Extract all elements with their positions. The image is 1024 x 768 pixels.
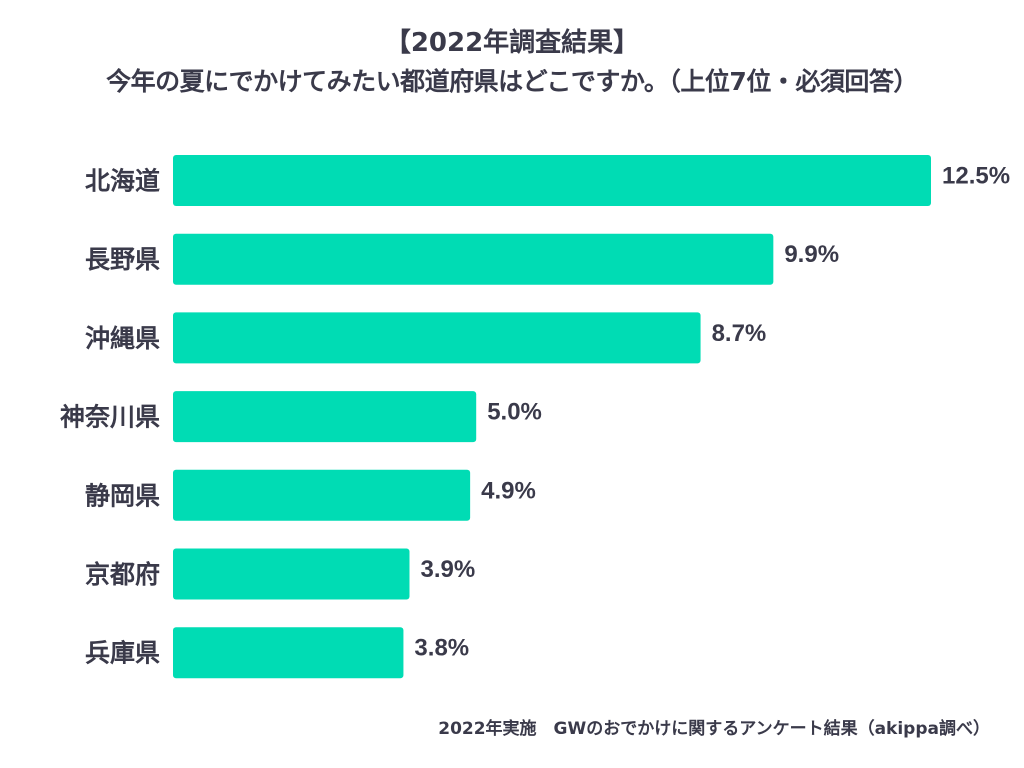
category-label-1: 北海道 bbox=[85, 167, 160, 196]
category-label-3: 沖縄県 bbox=[85, 324, 160, 353]
bar-2 bbox=[173, 233, 774, 285]
bar-4 bbox=[173, 391, 477, 443]
bar-3 bbox=[173, 312, 701, 364]
value-label-5: 4.9% bbox=[481, 477, 536, 504]
bar-5 bbox=[173, 469, 471, 521]
category-label-7: 兵庫県 bbox=[85, 639, 160, 668]
value-label-4: 5.0% bbox=[487, 399, 542, 426]
category-label-4: 神奈川県 bbox=[60, 403, 160, 432]
bar-1 bbox=[173, 155, 931, 206]
bar-7 bbox=[173, 627, 404, 679]
category-label-6: 京都府 bbox=[85, 560, 160, 589]
value-label-7: 3.8% bbox=[414, 635, 469, 662]
value-label-6: 3.9% bbox=[420, 556, 475, 583]
category-label-5: 静岡県 bbox=[85, 481, 160, 510]
value-label-3: 8.7% bbox=[712, 320, 767, 347]
category-label-2: 長野県 bbox=[85, 245, 160, 274]
source-footnote: 2022年実施 GWのおでかけに関するアンケート結果（akippa調べ） bbox=[438, 719, 990, 739]
chart-subtitle: 今年の夏にでかけてみたい都道府県はどこですか。（上位7位・必須回答） bbox=[106, 67, 918, 96]
bar-6 bbox=[173, 548, 410, 600]
value-label-2: 9.9% bbox=[784, 241, 839, 268]
chart-title: 【2022年調査結果】 bbox=[384, 28, 640, 58]
value-label-1: 12.5% bbox=[942, 163, 1010, 190]
